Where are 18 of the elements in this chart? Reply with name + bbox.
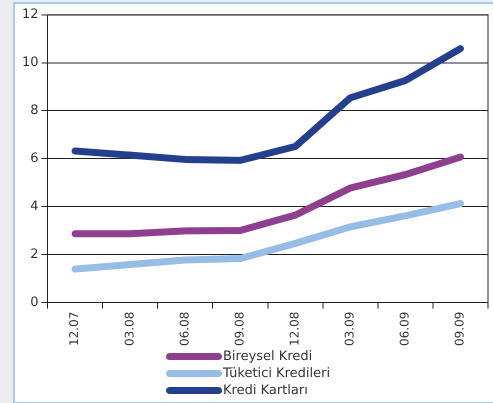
x-tick-label: 06.09 [398, 312, 412, 346]
x-tick-label: 03.09 [342, 312, 356, 346]
x-tick-label: 12.08 [287, 312, 302, 346]
y-tick-label: 10 [22, 55, 39, 70]
legend-label: Tüketici Kredileri [223, 365, 330, 382]
x-tick-label: 03.08 [122, 312, 136, 346]
x-tick-label: 09.08 [232, 312, 246, 346]
y-tick-label: 4 [30, 199, 39, 214]
y-tick-label: 6 [30, 151, 39, 166]
legend-label: Kredi Kartları [223, 382, 308, 399]
x-tick-label: 09.09 [452, 312, 467, 346]
y-tick-label: 0 [30, 295, 39, 310]
legend-label: Bireysel Kredi [223, 348, 312, 365]
x-tick-label: 12.07 [67, 312, 82, 346]
y-tick-label: 2 [30, 247, 39, 262]
x-tick-label: 06.08 [177, 312, 192, 346]
y-tick-label: 8 [30, 103, 39, 118]
y-tick-label: 12 [22, 7, 39, 22]
